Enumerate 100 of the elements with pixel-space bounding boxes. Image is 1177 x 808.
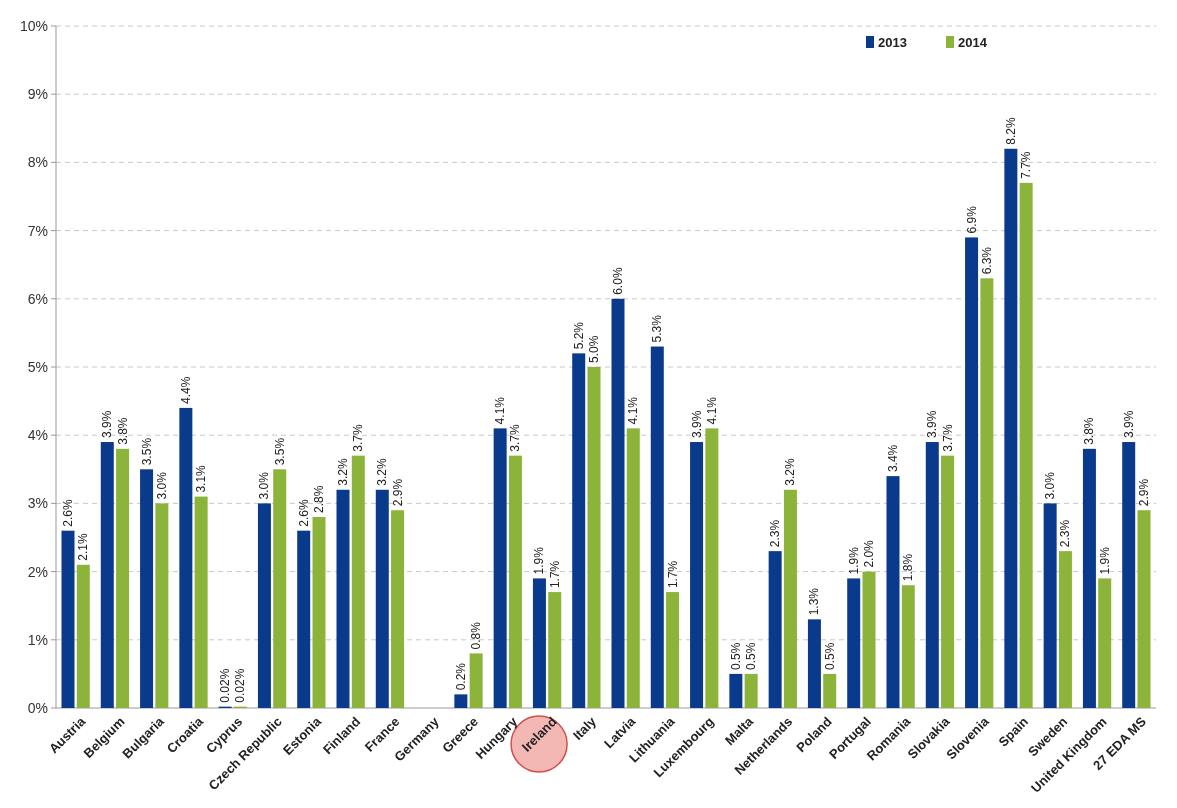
- data-label: 1.8%: [901, 553, 916, 582]
- bar: [1122, 442, 1136, 708]
- bar: [705, 428, 719, 708]
- data-label: 0.5%: [822, 642, 837, 670]
- data-label: 3.1%: [194, 464, 209, 493]
- bar: [179, 407, 193, 708]
- bar: [297, 530, 311, 708]
- bar: [532, 578, 546, 708]
- bar: [847, 578, 861, 708]
- data-label: 1.9%: [846, 546, 861, 575]
- y-tick-label: 10%: [19, 17, 48, 34]
- data-label: 0.2%: [453, 662, 468, 691]
- y-tick-label: 2%: [27, 563, 48, 580]
- data-label: 3.5%: [139, 437, 154, 466]
- bar: [1098, 578, 1112, 708]
- data-label: 1.7%: [665, 560, 680, 589]
- data-label: 7.7%: [1019, 151, 1034, 179]
- data-label: 4.1%: [704, 396, 719, 425]
- data-label: 2.6%: [61, 499, 75, 527]
- bar: [965, 237, 979, 708]
- bar: [508, 455, 522, 708]
- bar: [1082, 448, 1096, 708]
- bar: [572, 353, 586, 708]
- data-label: 3.0%: [154, 471, 169, 500]
- bar: [375, 489, 389, 708]
- bar: [886, 476, 900, 708]
- data-label: 5.3%: [650, 314, 665, 343]
- data-label: 5.0%: [587, 335, 601, 363]
- bar: [100, 442, 114, 708]
- data-label: 4.1%: [626, 396, 641, 425]
- data-label: 2.6%: [296, 499, 311, 527]
- x-tick-label: Italy: [569, 713, 600, 743]
- legend-label: 2013: [878, 34, 907, 50]
- bar: [76, 564, 90, 708]
- data-label: 3.9%: [1121, 410, 1136, 439]
- bar: [941, 455, 955, 708]
- data-label: 3.4%: [886, 444, 900, 473]
- data-label: 3.7%: [351, 423, 366, 452]
- data-label: 5.2%: [571, 321, 586, 350]
- data-label: 2.3%: [1058, 519, 1073, 548]
- bar: [493, 428, 507, 708]
- data-label: 2.9%: [1137, 478, 1151, 507]
- data-label: 3.0%: [1043, 471, 1058, 500]
- bar: [729, 673, 743, 708]
- data-label: 0.5%: [728, 642, 743, 670]
- bar: [454, 694, 468, 708]
- y-tick-label: 7%: [27, 222, 48, 239]
- bar: [548, 592, 562, 708]
- bar: [980, 278, 994, 708]
- data-label: 2.9%: [390, 478, 405, 507]
- bar: [901, 585, 915, 708]
- bar: [1043, 503, 1057, 708]
- data-label: 4.1%: [493, 396, 508, 425]
- bar: [257, 503, 271, 708]
- data-label: 3.2%: [336, 458, 350, 486]
- data-label: 2.3%: [768, 519, 783, 548]
- data-label: 3.2%: [783, 458, 798, 486]
- data-label: 0.02%: [233, 668, 248, 703]
- data-label: 4.4%: [178, 376, 193, 404]
- bar: [626, 428, 640, 708]
- bar: [194, 496, 208, 708]
- y-tick-label: 8%: [27, 154, 48, 171]
- bar: [783, 489, 797, 708]
- data-label: 3.7%: [508, 423, 523, 452]
- data-label: 3.8%: [1082, 417, 1097, 445]
- data-label: 1.9%: [532, 546, 547, 575]
- bar: [336, 489, 350, 708]
- bar: [1004, 148, 1018, 708]
- bar: [1058, 551, 1072, 708]
- y-tick-label: 9%: [27, 86, 48, 103]
- bar: [140, 469, 154, 708]
- bar: [925, 442, 939, 708]
- data-label: 1.3%: [807, 587, 822, 616]
- bar: [768, 551, 782, 708]
- y-tick-label: 0%: [27, 699, 48, 716]
- bar: [116, 448, 130, 708]
- data-label: 2.0%: [862, 539, 876, 568]
- y-tick-label: 4%: [27, 427, 48, 444]
- data-label: 0.8%: [469, 621, 484, 650]
- bar: [666, 592, 680, 708]
- bar: [862, 571, 876, 708]
- bar: [312, 517, 326, 708]
- legend-label: 2014: [958, 34, 988, 50]
- data-label: 3.5%: [272, 437, 287, 466]
- bar: [155, 503, 169, 708]
- data-label: 2.1%: [76, 533, 91, 561]
- bar: [391, 510, 405, 708]
- bar: [611, 298, 625, 708]
- y-tick-label: 5%: [27, 358, 48, 375]
- data-label: 3.9%: [100, 410, 115, 439]
- bar: [1019, 182, 1033, 708]
- data-label: 3.2%: [375, 458, 390, 486]
- data-label: 6.0%: [611, 267, 625, 295]
- data-label: 2.8%: [312, 485, 326, 514]
- bar: [807, 619, 821, 708]
- data-label: 1.9%: [1097, 546, 1112, 575]
- data-label: 6.3%: [979, 246, 994, 275]
- bar: [650, 346, 664, 708]
- data-label: 3.8%: [115, 417, 130, 445]
- bar: [587, 367, 601, 708]
